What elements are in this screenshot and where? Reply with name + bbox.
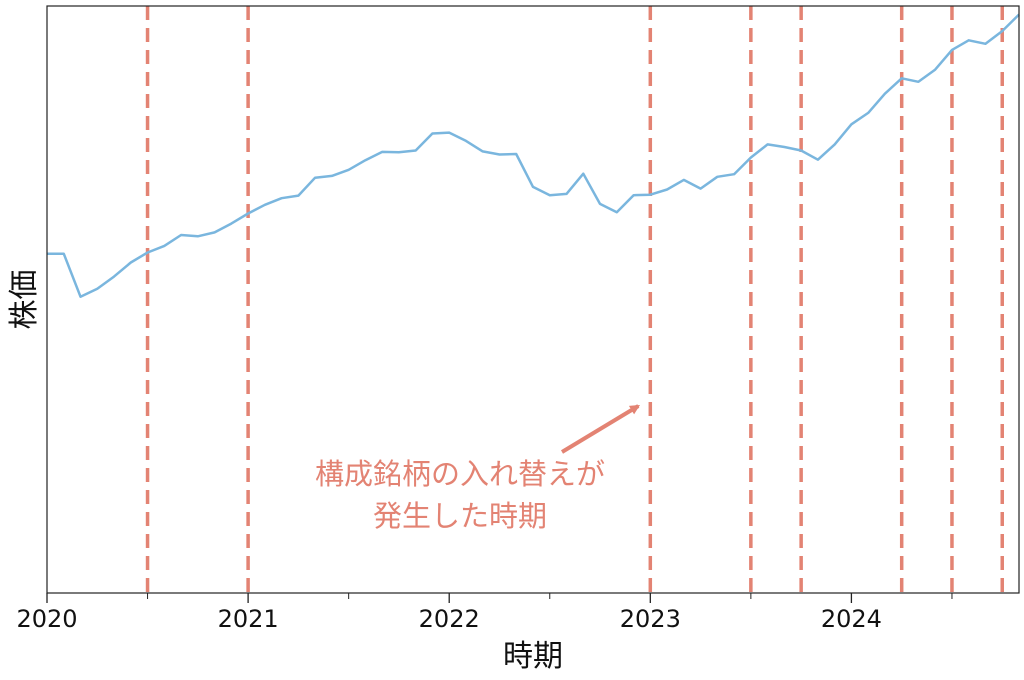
x-tick-label: 2020: [16, 605, 77, 633]
annotation-text-line-2: 発生した時期: [373, 499, 547, 533]
x-axis: 2020 2021 2022 2023 2024: [16, 593, 953, 633]
annotation: 構成銘柄の入れ替えが 発生した時期: [315, 404, 641, 533]
x-tick-label: 2021: [218, 605, 279, 633]
event-lines: [145, 6, 1004, 593]
series-line-1: [47, 13, 1020, 298]
x-tick-label: 2024: [821, 605, 882, 633]
x-tick-label: 2022: [419, 605, 480, 633]
plot-frame: [46, 5, 1020, 594]
series-group: [47, 13, 1020, 298]
x-axis-label: 時期: [503, 639, 563, 674]
annotation-arrow: [560, 404, 641, 454]
x-tick-label: 2023: [620, 605, 681, 633]
y-axis-label: 株価: [7, 270, 42, 330]
annotation-text-line-1: 構成銘柄の入れ替えが: [315, 457, 605, 491]
